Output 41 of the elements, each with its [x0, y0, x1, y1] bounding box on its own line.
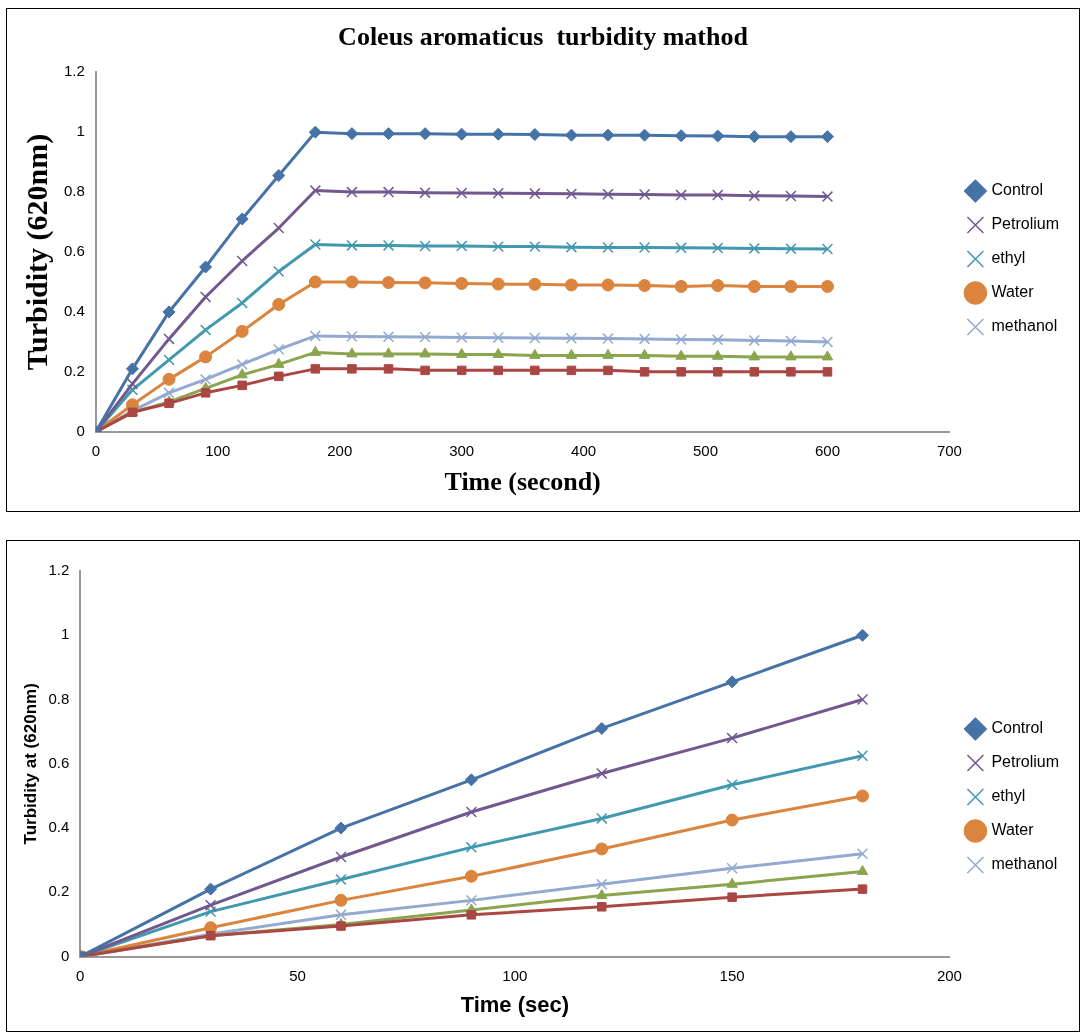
legend-label: methanol — [991, 317, 1058, 335]
legend-label: ethyl — [991, 787, 1026, 805]
y-tick-label: 0.6 — [48, 753, 70, 771]
y-tick-label: 1.2 — [48, 561, 70, 579]
x-axis-title: Time (sec) — [460, 991, 570, 1017]
y-tick-label: 0.2 — [48, 882, 70, 900]
legend-label: Control — [991, 181, 1043, 199]
x-tick-label: 500 — [693, 441, 719, 459]
y-axis-title: Turbidity (620nm) — [19, 133, 54, 371]
x-tick-label: 0 — [91, 441, 101, 459]
x-axis-title: Time (second) — [444, 467, 601, 497]
legend-label: Control — [991, 719, 1043, 737]
x-tick-label: 700 — [936, 441, 962, 459]
legend-label: Petrolium — [991, 753, 1059, 771]
x-tick-label: 200 — [936, 966, 962, 984]
x-tick-label: 150 — [719, 966, 745, 984]
y-tick-label: 0.8 — [63, 182, 85, 200]
y-tick-label: 0.2 — [63, 362, 85, 380]
x-tick-label: 100 — [502, 966, 528, 984]
y-tick-label: 1.2 — [63, 62, 85, 80]
y-tick-label: 0.8 — [48, 689, 70, 707]
legend-label: Petrolium — [991, 215, 1059, 233]
y-tick-label: 1 — [60, 625, 70, 643]
legend-label: Water — [991, 283, 1035, 301]
y-tick-label: 0.4 — [48, 818, 70, 836]
x-tick-label: 50 — [289, 966, 306, 984]
y-tick-label: 0.4 — [63, 302, 85, 320]
legend-label: methanol — [991, 855, 1058, 873]
y-tick-label: 1 — [76, 122, 85, 140]
x-tick-label: 300 — [449, 441, 475, 459]
x-tick-label: 600 — [814, 441, 840, 459]
y-axis-title: Turbidity at (620nm) — [20, 683, 40, 845]
y-tick-label: 0 — [76, 421, 85, 439]
x-tick-label: 100 — [205, 441, 231, 459]
chart-title: Coleus aromaticus turbidity mathod — [338, 22, 749, 52]
legend-label: Water — [991, 821, 1035, 839]
x-tick-label: 400 — [571, 441, 597, 459]
y-tick-label: 0 — [60, 946, 70, 964]
x-tick-label: 200 — [327, 441, 353, 459]
legend-label: ethyl — [991, 249, 1026, 267]
y-tick-label: 0.6 — [63, 242, 85, 260]
